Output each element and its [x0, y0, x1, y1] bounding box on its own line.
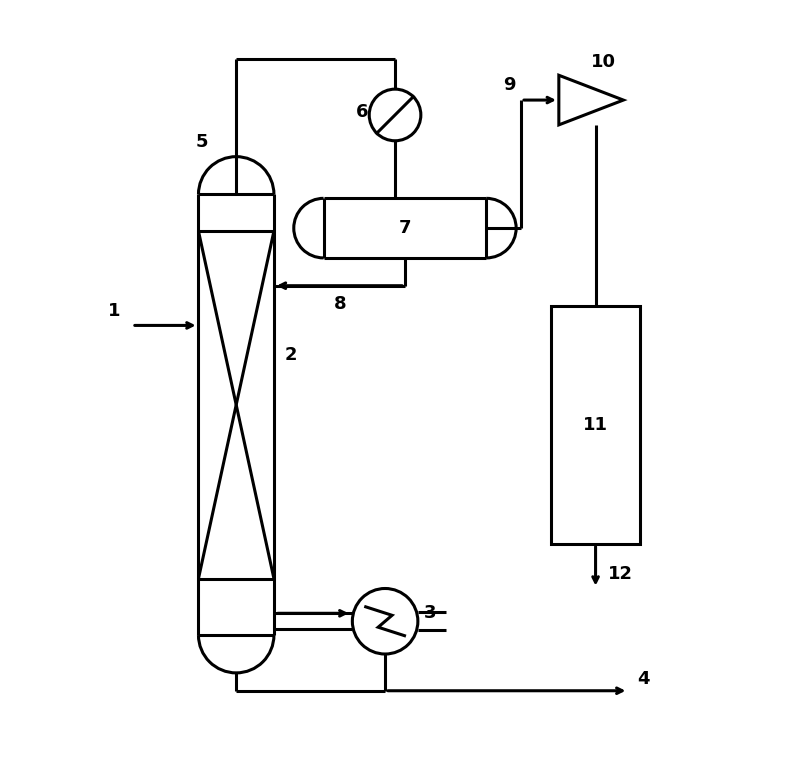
Bar [551, 305, 640, 544]
Text: 10: 10 [591, 54, 616, 71]
Text: 5: 5 [195, 133, 208, 151]
Text: 6: 6 [356, 103, 369, 121]
Text: 1: 1 [108, 301, 120, 320]
Text: 11: 11 [583, 415, 608, 434]
Text: 9: 9 [503, 76, 515, 94]
Text: 7: 7 [398, 219, 411, 237]
Text: 3: 3 [423, 604, 436, 622]
Text: 8: 8 [334, 295, 346, 313]
Text: 2: 2 [285, 347, 297, 364]
Text: 4: 4 [637, 670, 650, 688]
Text: 12: 12 [608, 565, 633, 583]
